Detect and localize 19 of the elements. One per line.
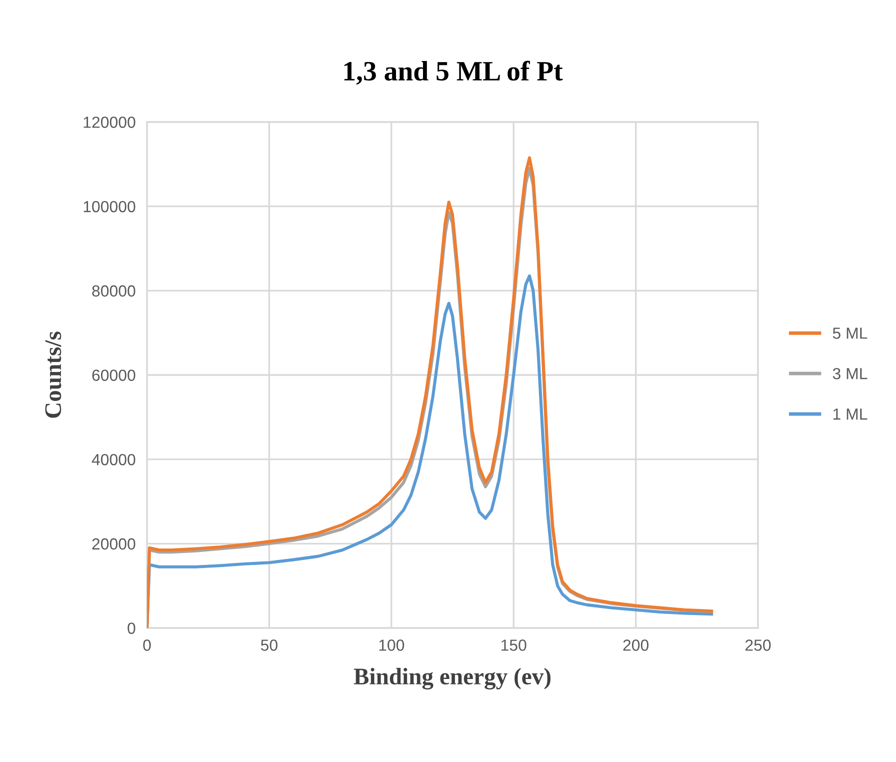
x-tick-label: 100	[379, 640, 404, 651]
y-tick-label: 80000	[92, 285, 136, 297]
x-tick-label: 200	[623, 640, 648, 651]
y-tick-label: 60000	[92, 370, 136, 381]
x-tick-label: 50	[260, 640, 278, 651]
y-axis-title: Counts/s	[45, 332, 62, 418]
legend-label: 1 ML	[833, 408, 868, 420]
legend-label: 3 ML	[832, 368, 868, 380]
x-tick-label: 150	[501, 640, 526, 651]
chart-title: 1,3 and 5 ML of Pt	[344, 60, 563, 85]
x-axis-title: Binding energy (ev)	[354, 668, 550, 690]
y-tick-label: 40000	[92, 454, 136, 466]
y-tick-label: 120000	[84, 116, 136, 128]
y-tick-label: 100000	[84, 200, 136, 212]
y-tick-label: 0	[128, 622, 136, 634]
legend-label: 5 ML	[832, 328, 868, 339]
y-tick-label: 20000	[92, 538, 136, 550]
x-tick-label: 0	[143, 640, 151, 651]
x-tick-label: 250	[745, 640, 771, 651]
